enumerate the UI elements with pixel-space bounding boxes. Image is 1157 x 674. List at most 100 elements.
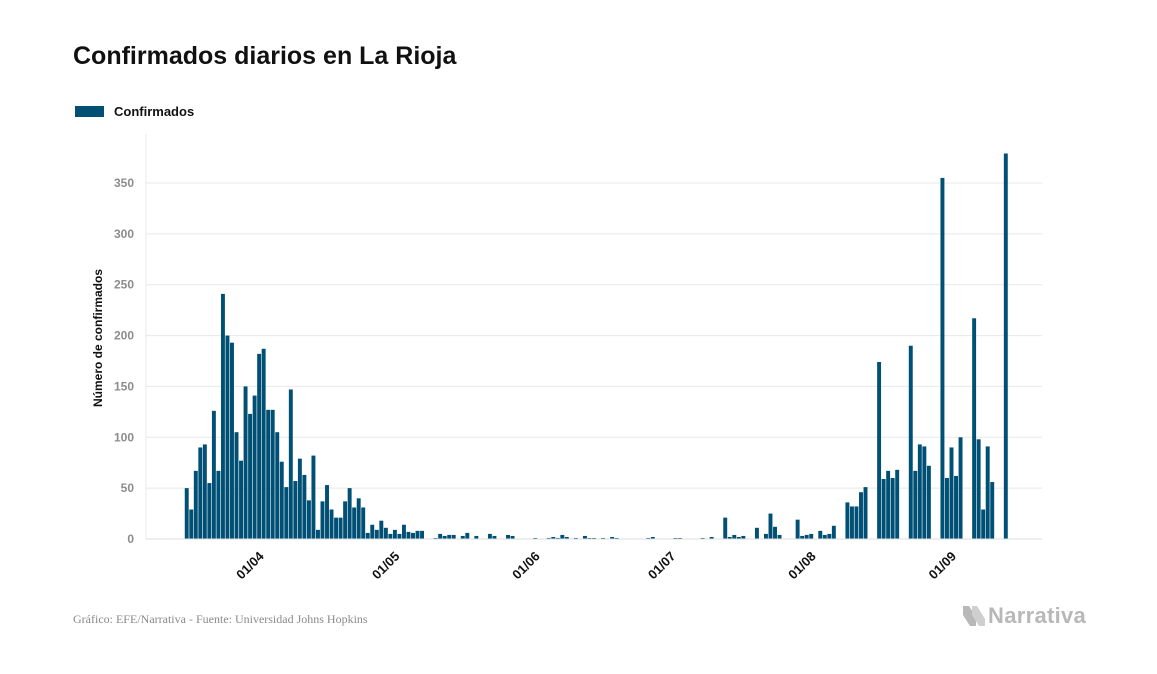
bar	[709, 536, 714, 539]
bar	[329, 509, 334, 539]
bar	[804, 534, 809, 539]
bar	[777, 534, 782, 539]
bar	[270, 409, 275, 539]
bar	[365, 532, 370, 539]
bar	[818, 530, 823, 539]
bar	[184, 488, 189, 539]
bar	[293, 481, 298, 539]
legend-label: Confirmados	[114, 104, 195, 119]
bar	[506, 534, 510, 539]
bar	[845, 502, 850, 539]
bar	[564, 536, 569, 539]
bar	[248, 413, 253, 539]
bar	[614, 537, 619, 539]
bar	[678, 537, 682, 539]
bar	[465, 532, 470, 539]
bar	[849, 506, 854, 539]
bar	[764, 533, 768, 539]
bar	[854, 506, 859, 539]
bar	[592, 537, 596, 539]
bar	[646, 537, 651, 539]
bar	[406, 531, 411, 539]
bar	[198, 447, 203, 539]
bar	[211, 410, 216, 539]
bar	[555, 537, 560, 539]
bar	[863, 487, 868, 539]
bar	[958, 437, 963, 539]
bar	[831, 525, 836, 539]
x-axis-ticks: 01/04 01/05 01/06 01/07 01/08 01/09	[233, 548, 959, 582]
bar	[411, 532, 415, 539]
chart-title: Confirmados diarios en La Rioja	[73, 42, 457, 70]
bar	[460, 535, 465, 539]
bar	[433, 537, 438, 539]
bar	[230, 342, 234, 539]
bar	[650, 536, 655, 539]
bar	[949, 447, 954, 539]
bar	[306, 500, 311, 539]
bar	[895, 469, 900, 539]
bar	[392, 529, 397, 539]
bar	[302, 474, 307, 539]
bar	[610, 536, 615, 539]
bar	[822, 534, 827, 539]
y-tick-label: 100	[114, 430, 134, 444]
bar	[908, 345, 913, 539]
bar	[297, 458, 302, 539]
bar	[877, 362, 882, 539]
bar	[976, 439, 981, 539]
bar	[451, 534, 456, 539]
bar	[383, 527, 388, 539]
bar	[415, 530, 420, 539]
y-tick-label: 250	[114, 278, 134, 292]
x-tick-label: 01/05	[369, 549, 403, 583]
bar	[397, 533, 402, 539]
bar	[827, 533, 832, 539]
bar	[990, 482, 995, 539]
bar	[492, 535, 497, 539]
bar	[533, 537, 538, 539]
bar	[809, 533, 814, 539]
bar	[220, 293, 225, 539]
bar	[311, 455, 316, 539]
bar	[945, 477, 949, 539]
bar	[361, 507, 366, 539]
bar	[356, 498, 361, 539]
bar	[447, 534, 452, 539]
bar	[1003, 153, 1008, 539]
narrativa-logo-icon	[963, 606, 985, 626]
y-axis-ticks: 0 50 100 150 200 250 300 350	[114, 176, 134, 546]
y-tick-label: 0	[127, 532, 134, 546]
brand-name: Narrativa	[988, 603, 1087, 628]
bar	[736, 536, 741, 539]
bar	[917, 444, 922, 539]
bar	[981, 509, 986, 539]
bar	[546, 537, 551, 539]
bar	[325, 485, 329, 539]
bar	[388, 533, 393, 539]
x-tick-label: 01/06	[509, 549, 543, 583]
bar	[334, 517, 339, 539]
bar	[913, 470, 918, 539]
bar	[275, 432, 280, 539]
bar	[252, 395, 257, 539]
x-tick-label: 01/07	[645, 549, 679, 583]
bar	[940, 177, 945, 539]
bar	[189, 509, 194, 539]
bar	[768, 513, 773, 539]
bar	[727, 536, 732, 539]
x-tick-label: 01/09	[925, 549, 959, 583]
bar	[800, 535, 805, 539]
bar	[207, 483, 212, 539]
bar	[487, 533, 492, 539]
bar	[216, 470, 221, 539]
bar	[474, 535, 479, 539]
bar	[225, 335, 230, 539]
x-tick-label: 01/08	[785, 549, 819, 583]
y-tick-label: 50	[121, 481, 135, 495]
bar	[972, 318, 977, 539]
bar	[370, 524, 375, 539]
bar	[442, 535, 447, 539]
y-tick-label: 350	[114, 176, 134, 190]
